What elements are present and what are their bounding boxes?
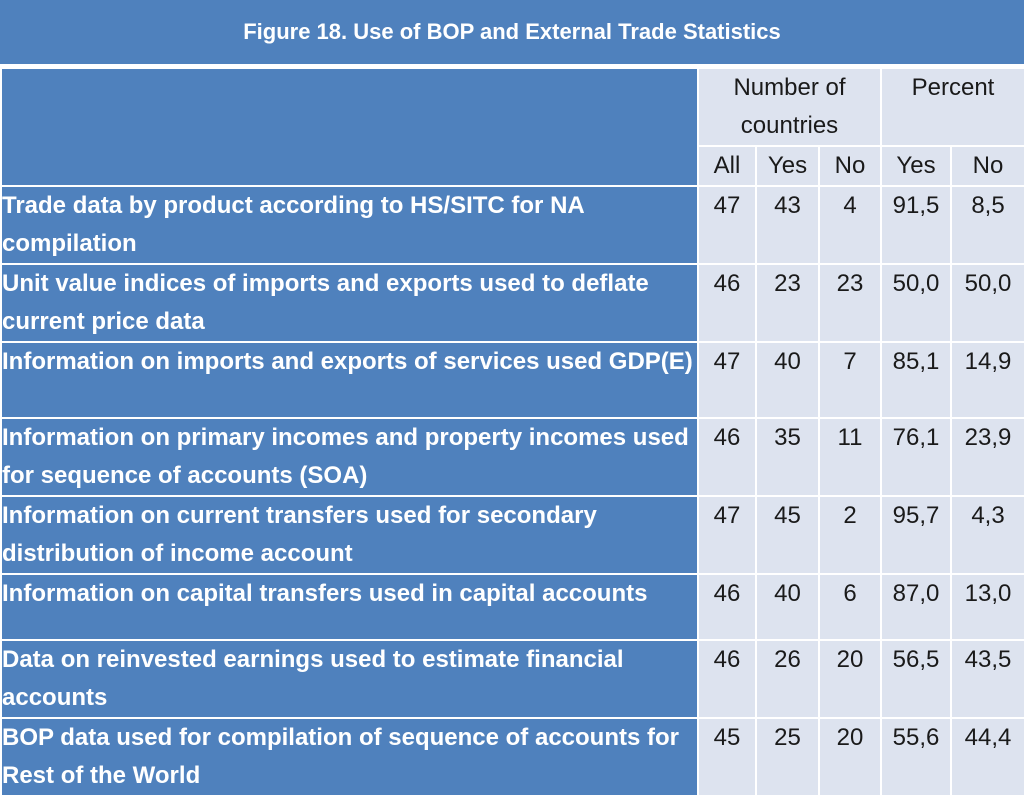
cell-yes: 35 bbox=[755, 417, 820, 497]
cell-no: 11 bbox=[818, 417, 882, 497]
subheader-all: All bbox=[697, 145, 757, 187]
subheader-percent-yes: Yes bbox=[880, 145, 952, 187]
cell-percent-no: 4,3 bbox=[950, 495, 1024, 575]
cell-percent-yes: 50,0 bbox=[880, 263, 952, 343]
cell-percent-yes: 95,7 bbox=[880, 495, 952, 575]
header-row-1: Number of countries Percent bbox=[0, 67, 1024, 187]
cell-all: 46 bbox=[697, 263, 757, 343]
cell-no: 23 bbox=[818, 263, 882, 343]
cell-no: 4 bbox=[818, 185, 882, 265]
header-percent-label: Percent bbox=[911, 74, 995, 101]
cell-percent-yes: 76,1 bbox=[880, 417, 952, 497]
table-row: BOP data used for compilation of sequenc… bbox=[0, 717, 1024, 797]
table-row: Information on imports and exports of se… bbox=[0, 341, 1024, 419]
row-label: BOP data used for compilation of sequenc… bbox=[0, 717, 699, 797]
cell-no: 6 bbox=[818, 573, 882, 641]
cell-all: 46 bbox=[697, 417, 757, 497]
cell-percent-no: 23,9 bbox=[950, 417, 1024, 497]
figure-title: Figure 18. Use of BOP and External Trade… bbox=[243, 19, 781, 44]
cell-percent-yes: 85,1 bbox=[880, 341, 952, 419]
table-row: Data on reinvested earnings used to esti… bbox=[0, 639, 1024, 719]
cell-percent-no: 8,5 bbox=[950, 185, 1024, 265]
row-label: Information on current transfers used fo… bbox=[0, 495, 699, 575]
cell-yes: 43 bbox=[755, 185, 820, 265]
cell-all: 47 bbox=[697, 185, 757, 265]
cell-percent-no: 43,5 bbox=[950, 639, 1024, 719]
cell-yes: 40 bbox=[755, 573, 820, 641]
cell-percent-yes: 87,0 bbox=[880, 573, 952, 641]
subheader-yes: Yes bbox=[755, 145, 820, 187]
cell-yes: 45 bbox=[755, 495, 820, 575]
cell-percent-no: 50,0 bbox=[950, 263, 1024, 343]
table-row: Information on capital transfers used in… bbox=[0, 573, 1024, 641]
cell-percent-no: 13,0 bbox=[950, 573, 1024, 641]
table-row: Information on current transfers used fo… bbox=[0, 495, 1024, 575]
statistics-table: Number of countries Percent All Yes No Y… bbox=[0, 67, 1024, 797]
row-label: Trade data by product according to HS/SI… bbox=[0, 185, 699, 265]
cell-yes: 40 bbox=[755, 341, 820, 419]
cell-percent-yes: 56,5 bbox=[880, 639, 952, 719]
cell-percent-yes: 91,5 bbox=[880, 185, 952, 265]
row-label: Information on capital transfers used in… bbox=[0, 573, 699, 641]
cell-all: 45 bbox=[697, 717, 757, 797]
cell-yes: 26 bbox=[755, 639, 820, 719]
subheader-percent-no: No bbox=[950, 145, 1024, 187]
cell-all: 46 bbox=[697, 639, 757, 719]
subheader-no: No bbox=[818, 145, 882, 187]
cell-yes: 25 bbox=[755, 717, 820, 797]
table-row: Information on primary incomes and prope… bbox=[0, 417, 1024, 497]
cell-percent-no: 14,9 bbox=[950, 341, 1024, 419]
header-row-2: All Yes No Yes No bbox=[1, 145, 1024, 187]
cell-all: 47 bbox=[697, 341, 757, 419]
header-number-of-countries: Number of countries bbox=[697, 67, 882, 147]
row-label: Information on primary incomes and prope… bbox=[0, 417, 699, 497]
header-blank-cell bbox=[0, 67, 699, 187]
header-number-line1: Number of bbox=[733, 74, 846, 101]
table-row: Trade data by product according to HS/SI… bbox=[0, 185, 1024, 265]
cell-no: 2 bbox=[818, 495, 882, 575]
cell-no: 7 bbox=[818, 341, 882, 419]
cell-all: 47 bbox=[697, 495, 757, 575]
table-row: Unit value indices of imports and export… bbox=[0, 263, 1024, 343]
cell-all: 46 bbox=[697, 573, 757, 641]
header-percent: Percent bbox=[880, 67, 1024, 147]
header-number-line2: countries bbox=[740, 112, 839, 139]
row-label: Information on imports and exports of se… bbox=[0, 341, 699, 419]
figure-title-bar: Figure 18. Use of BOP and External Trade… bbox=[0, 0, 1024, 64]
cell-no: 20 bbox=[818, 639, 882, 719]
row-label: Unit value indices of imports and export… bbox=[0, 263, 699, 343]
cell-no: 20 bbox=[818, 717, 882, 797]
cell-percent-yes: 55,6 bbox=[880, 717, 952, 797]
row-label: Data on reinvested earnings used to esti… bbox=[0, 639, 699, 719]
cell-percent-no: 44,4 bbox=[950, 717, 1024, 797]
cell-yes: 23 bbox=[755, 263, 820, 343]
